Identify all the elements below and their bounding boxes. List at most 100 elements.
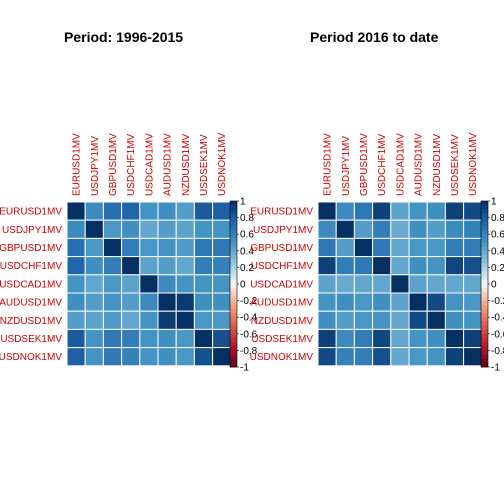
heatmap-cell bbox=[121, 292, 141, 312]
legend-tick-label: 0.8 bbox=[491, 213, 504, 224]
heatmap-cell bbox=[66, 328, 86, 349]
heatmap-cell bbox=[121, 310, 141, 330]
heatmap-cell bbox=[212, 274, 232, 294]
heatmap-cell bbox=[372, 274, 392, 294]
heatmap-cell bbox=[353, 274, 374, 294]
heatmap-cell bbox=[390, 201, 410, 221]
heatmap-cell bbox=[463, 256, 483, 276]
legend-tick-label: 0.2 bbox=[240, 263, 254, 274]
heatmap-cell bbox=[139, 219, 159, 239]
legend-color-segment bbox=[230, 317, 237, 322]
legend-color-segment bbox=[230, 271, 237, 277]
heatmap-panel-0: EURUSD1MV USDJPY1MV GBPUSD1MV USDCHF1MV USDC… bbox=[0, 132, 258, 373]
heatmap-panel-1: EURUSD1MV USDJPY1MV GBPUSD1MV USDCHF1MV USDC… bbox=[250, 132, 504, 373]
heatmap-cell bbox=[121, 274, 141, 294]
heatmap-cell bbox=[157, 237, 177, 258]
row-label: EURUSD1MV bbox=[0, 207, 62, 218]
heatmap-cell bbox=[139, 347, 159, 367]
heatmap-cell bbox=[193, 310, 214, 330]
legend-color-segment bbox=[481, 362, 488, 368]
heatmap-cell bbox=[66, 237, 86, 258]
heatmap-cell bbox=[139, 256, 159, 276]
legend-color-segment bbox=[481, 221, 488, 227]
legend-color-segment bbox=[230, 238, 237, 243]
heatmap-cell bbox=[390, 292, 410, 312]
heatmap-cell bbox=[463, 237, 483, 258]
legend-color-segment bbox=[230, 313, 237, 318]
column-label: USDCAD1MV bbox=[144, 133, 155, 196]
heatmap-cell bbox=[121, 219, 141, 239]
column-label: GBPUSD1MV bbox=[359, 133, 370, 196]
heatmap-cell bbox=[317, 237, 337, 258]
heatmap-cell bbox=[444, 219, 465, 239]
legend-color-segment bbox=[481, 284, 488, 289]
heatmap-cell bbox=[335, 310, 355, 330]
heatmap-cell bbox=[193, 292, 214, 312]
column-label: USDSEK1MV bbox=[199, 134, 210, 196]
row-label: USDCHF1MV bbox=[0, 261, 62, 272]
heatmap-cell bbox=[390, 347, 410, 367]
legend-color-segment bbox=[481, 254, 488, 260]
legend-color-segment bbox=[230, 279, 237, 285]
legend-color-segment bbox=[481, 321, 488, 326]
heatmap-cell bbox=[193, 201, 214, 221]
heatmap-cell bbox=[317, 256, 337, 276]
legend-color-segment bbox=[481, 313, 488, 318]
legend-tick-label: -0.4 bbox=[240, 313, 258, 324]
heatmap-cell bbox=[426, 310, 446, 330]
heatmap-cell bbox=[426, 347, 446, 367]
legend-color-segment bbox=[481, 205, 488, 210]
heatmap-cell bbox=[426, 274, 446, 294]
heatmap-cell bbox=[426, 237, 446, 258]
heatmap-cell bbox=[408, 292, 428, 312]
legend-color-segment bbox=[230, 325, 237, 331]
column-label: NZDUSD1MV bbox=[432, 133, 443, 196]
heatmap-cell bbox=[372, 201, 392, 221]
heatmap-cell bbox=[84, 256, 104, 276]
heatmap-cell bbox=[353, 237, 374, 258]
heatmap-cell bbox=[426, 201, 446, 221]
heatmap-cell bbox=[66, 274, 86, 294]
column-label: USDCAD1MV bbox=[395, 133, 406, 196]
legend-tick-label: 0.6 bbox=[240, 230, 254, 241]
heatmap-cell bbox=[463, 292, 483, 312]
row-label: EURUSD1MV bbox=[250, 207, 313, 218]
legend-color-segment bbox=[481, 300, 488, 306]
column-label: USDNOK1MV bbox=[468, 132, 479, 196]
row-label: NZDUSD1MV bbox=[0, 316, 62, 327]
heatmap-cell bbox=[335, 219, 355, 239]
heatmap-cell bbox=[408, 219, 428, 239]
heatmap-cell bbox=[193, 347, 214, 367]
heatmap-cell bbox=[193, 219, 214, 239]
heatmap-cell bbox=[175, 237, 195, 258]
heatmap-cell bbox=[390, 256, 410, 276]
row-label: AUDUSD1MV bbox=[250, 298, 313, 309]
heatmap-cell bbox=[372, 328, 392, 349]
legend-color-segment bbox=[481, 296, 488, 301]
heatmap-cell bbox=[335, 201, 355, 221]
legend-color-segment bbox=[481, 263, 488, 268]
legend-tick-label: -0.4 bbox=[491, 313, 504, 324]
heatmap-cell bbox=[372, 219, 392, 239]
row-label: USDSEK1MV bbox=[251, 334, 313, 345]
heatmap-cell bbox=[408, 274, 428, 294]
heatmap-cell bbox=[102, 201, 123, 221]
heatmap-cell bbox=[84, 347, 104, 367]
heatmap-cell bbox=[353, 292, 374, 312]
legend-color-segment bbox=[230, 263, 237, 268]
legend-color-segment bbox=[481, 350, 488, 355]
legend-color-segment bbox=[230, 354, 237, 360]
column-label: USDJPY1MV bbox=[341, 136, 352, 196]
heatmap-cell bbox=[353, 201, 374, 221]
legend-color-segment bbox=[230, 358, 237, 364]
heatmap-cell bbox=[84, 201, 104, 221]
legend-color-segment bbox=[230, 333, 237, 339]
heatmap-cell bbox=[175, 347, 195, 367]
heatmap-cell bbox=[463, 274, 483, 294]
heatmap-cell bbox=[444, 274, 465, 294]
heatmap-cell bbox=[139, 292, 159, 312]
heatmap-cell bbox=[353, 347, 374, 367]
heatmap-cell bbox=[212, 201, 232, 221]
legend-tick-label: -0.2 bbox=[491, 296, 504, 307]
